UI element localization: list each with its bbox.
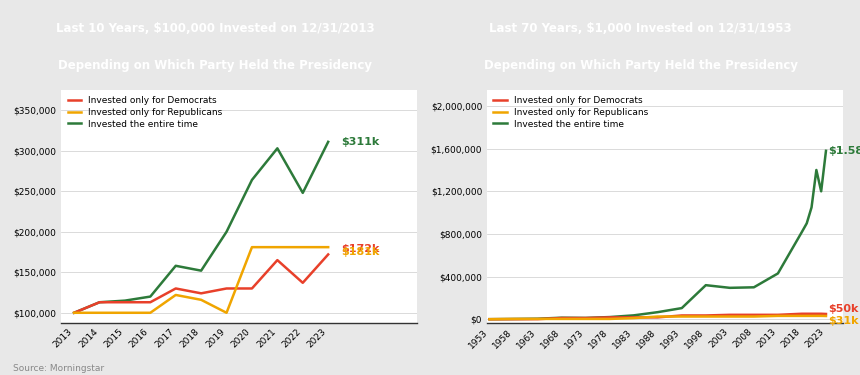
- Text: Last 70 Years, $1,000 Invested on 12/31/1953: Last 70 Years, $1,000 Invested on 12/31/…: [489, 22, 792, 36]
- Text: $50k: $50k: [828, 304, 859, 314]
- Text: Last 10 Years, $100,000 Invested on 12/31/2013: Last 10 Years, $100,000 Invested on 12/3…: [56, 22, 374, 36]
- Legend: Invested only for Democrats, Invested only for Republicans, Invested the entire : Invested only for Democrats, Invested on…: [66, 94, 224, 130]
- Text: Source: Morningstar: Source: Morningstar: [13, 364, 104, 373]
- Text: $172k: $172k: [341, 244, 379, 255]
- Text: Depending on Which Party Held the Presidency: Depending on Which Party Held the Presid…: [483, 58, 798, 72]
- Text: $181k: $181k: [341, 247, 379, 257]
- Text: Depending on Which Party Held the Presidency: Depending on Which Party Held the Presid…: [58, 58, 372, 72]
- Legend: Invested only for Democrats, Invested only for Republicans, Invested the entire : Invested only for Democrats, Invested on…: [492, 94, 650, 130]
- Text: $31k: $31k: [828, 316, 859, 326]
- Text: $311k: $311k: [341, 137, 379, 147]
- Text: $1.58ml: $1.58ml: [828, 146, 860, 156]
